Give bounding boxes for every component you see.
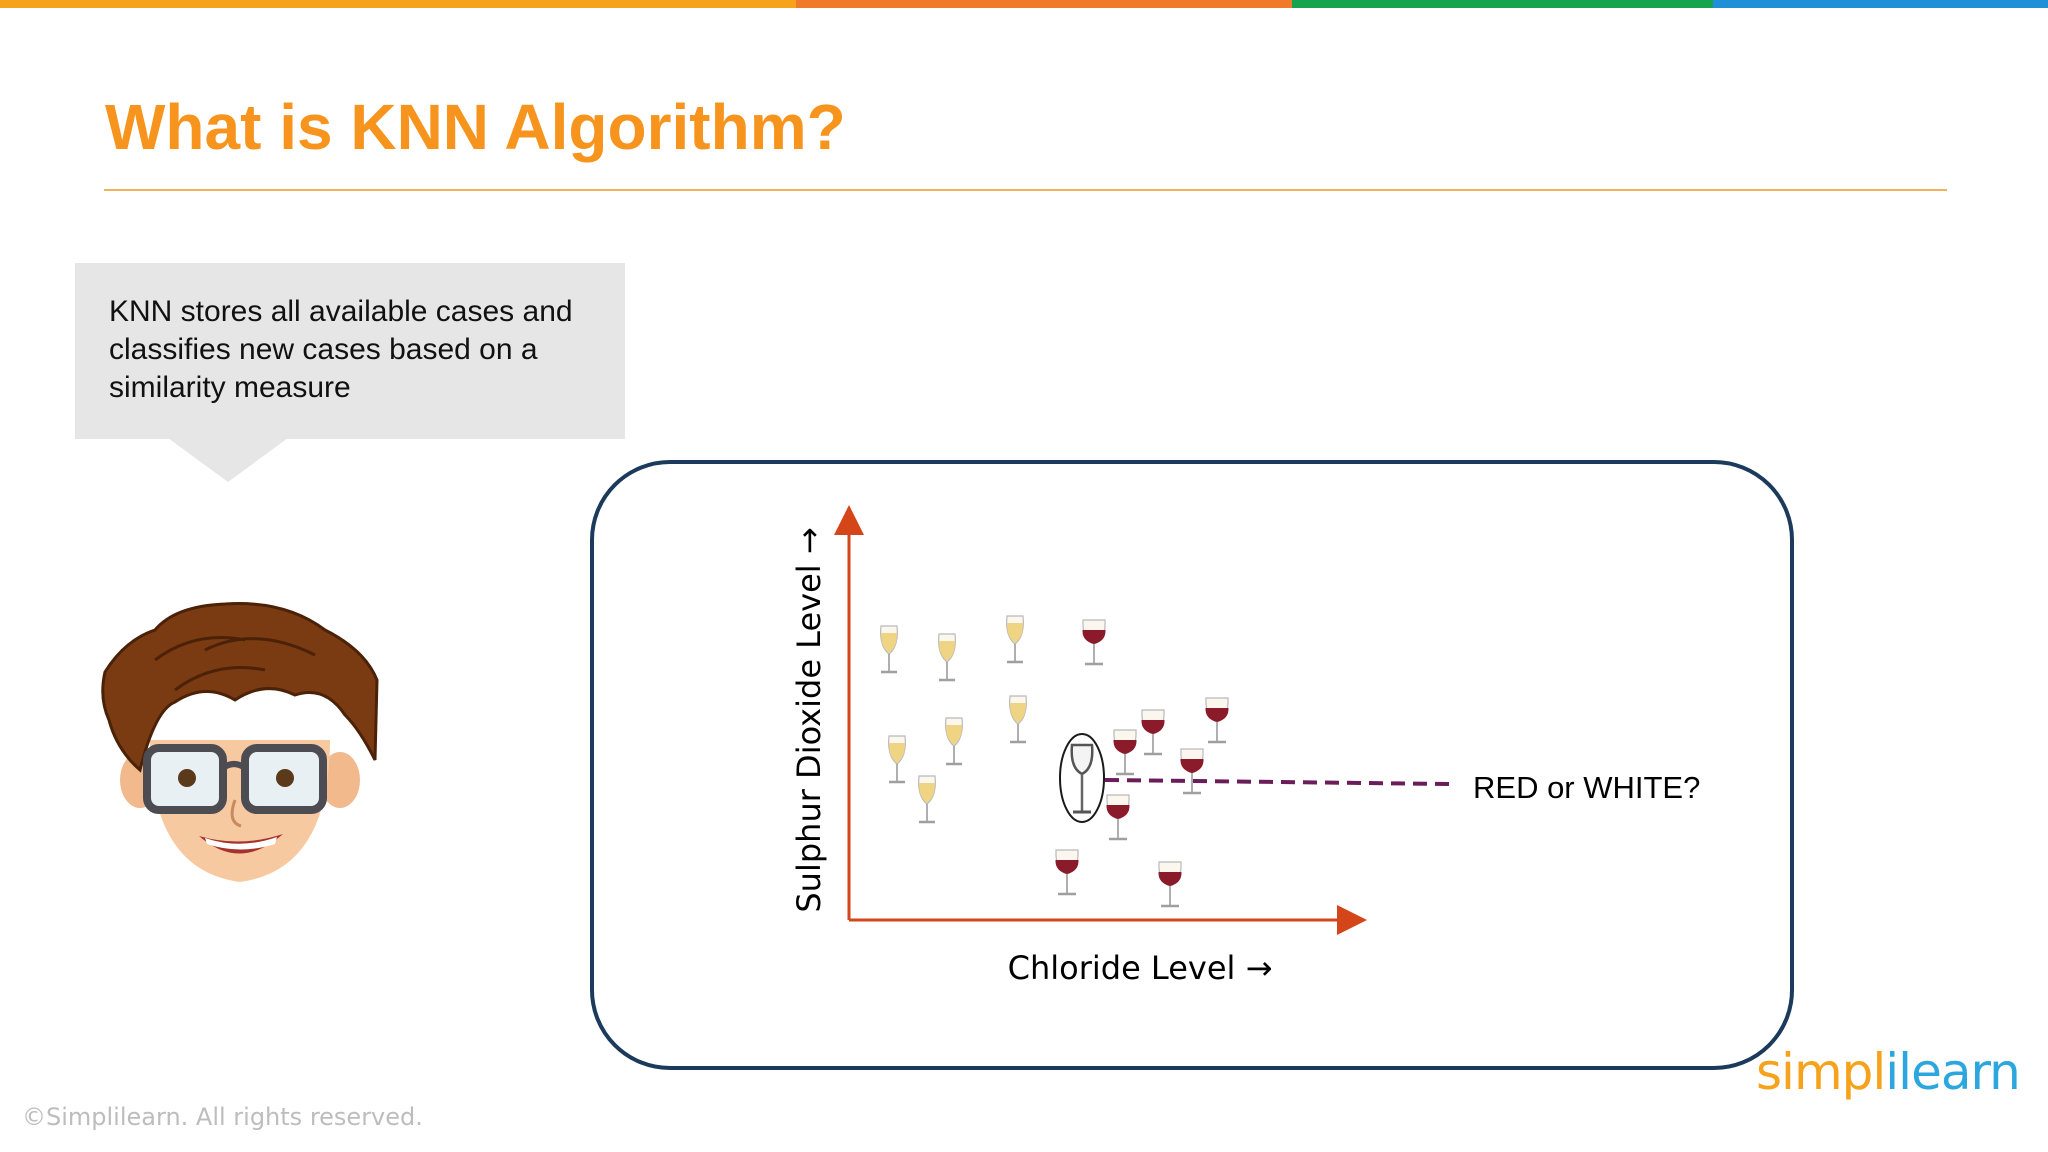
copyright-text: ©Simplilearn. All rights reserved.: [22, 1103, 423, 1131]
boy-avatar-icon: [101, 602, 379, 882]
avatar-teeth: [205, 837, 277, 850]
white-wine-glass-icon: [1005, 614, 1025, 664]
speech-bubble: KNN stores all available cases and class…: [75, 263, 625, 439]
question-label: RED or WHITE?: [1473, 770, 1700, 805]
top-color-bar: [0, 0, 2048, 8]
white-wine-glass-icon: [887, 734, 907, 784]
simplilearn-logo: simplilearn: [1756, 1040, 2021, 1104]
red-wine-glass-icon: [1140, 708, 1166, 756]
avatar-left-eye: [178, 769, 196, 787]
top-bar-segment-green: [1292, 0, 1713, 8]
diagram-frame: [590, 460, 1794, 1070]
top-bar-segment-orange: [796, 0, 1292, 8]
title-divider: [104, 189, 1947, 191]
x-axis-label: Chloride Level →: [1008, 949, 1273, 987]
avatar-right-ear: [320, 752, 360, 808]
avatar-glasses-bridge: [221, 761, 247, 771]
red-wine-glass-icon: [1054, 848, 1080, 896]
white-wine-glass-icon: [937, 632, 957, 682]
red-wine-glass-icon: [1204, 696, 1230, 744]
top-bar-segment-yellow: [0, 0, 796, 8]
y-axis-label: Sulphur Dioxide Level →: [790, 527, 828, 912]
query-dashed-line: [1104, 778, 1451, 786]
top-bar-segment-blue: [1713, 0, 2048, 8]
avatar-nose: [230, 799, 242, 828]
speech-bubble-text: KNN stores all available cases and class…: [109, 295, 573, 404]
avatar-right-eye: [276, 769, 294, 787]
logo-text-simpl: simpl: [1756, 1043, 1886, 1101]
slide-title: What is KNN Algorithm?: [105, 91, 846, 163]
white-wine-glass-icon: [1008, 694, 1028, 744]
white-wine-glass-icon: [917, 774, 937, 824]
white-wine-glass-icon: [879, 624, 899, 674]
query-glass-highlight: [1059, 733, 1105, 823]
logo-text-learn: ilearn: [1885, 1043, 2021, 1101]
empty-wine-glass-icon: [1070, 743, 1094, 814]
white-wine-glass-icon: [944, 716, 964, 766]
speech-bubble-tail: [168, 438, 288, 482]
red-wine-glass-icon: [1081, 618, 1107, 666]
red-wine-glass-icon: [1105, 793, 1131, 841]
red-wine-glass-icon: [1112, 728, 1138, 776]
red-wine-glass-icon: [1157, 860, 1183, 908]
red-wine-glass-icon: [1179, 747, 1205, 795]
avatar-hair: [101, 602, 379, 773]
avatar-hair-strands: [154, 636, 316, 692]
